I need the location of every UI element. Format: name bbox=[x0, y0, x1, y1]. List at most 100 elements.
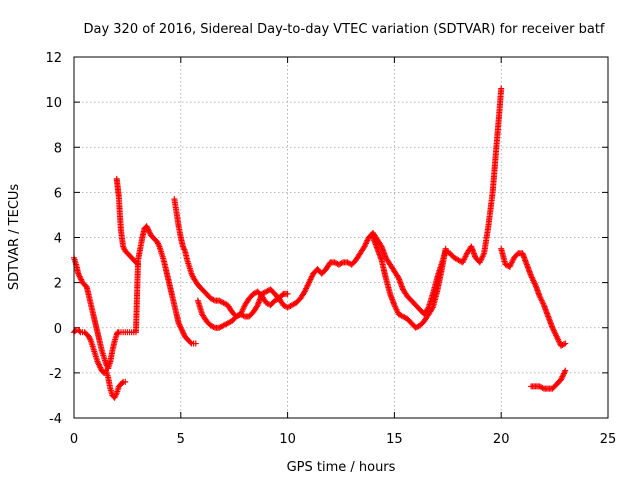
y-tick-label: -4 bbox=[49, 412, 62, 427]
data-point bbox=[179, 243, 186, 250]
y-tick-label: 0 bbox=[54, 322, 62, 337]
data-point bbox=[408, 320, 415, 327]
data-point bbox=[194, 297, 201, 304]
data-point bbox=[75, 270, 82, 277]
y-tick-label: -2 bbox=[49, 367, 62, 382]
data-point bbox=[175, 223, 182, 230]
data-point bbox=[229, 317, 236, 324]
data-point bbox=[378, 257, 385, 264]
data-point bbox=[237, 311, 244, 318]
x-tick-label: 20 bbox=[493, 432, 510, 447]
data-point bbox=[370, 234, 377, 241]
data-point bbox=[361, 243, 368, 250]
data-point bbox=[562, 340, 569, 347]
data-point bbox=[164, 275, 171, 282]
data-point bbox=[391, 302, 398, 309]
data-point bbox=[284, 290, 291, 297]
data-point bbox=[284, 304, 291, 311]
data-point bbox=[100, 354, 107, 361]
data-point bbox=[485, 223, 492, 230]
data-point bbox=[267, 286, 274, 293]
data-point bbox=[331, 259, 338, 266]
data-point bbox=[169, 293, 176, 300]
data-point bbox=[271, 290, 278, 297]
series-segment-d bbox=[171, 87, 505, 319]
data-point bbox=[120, 243, 127, 250]
data-point bbox=[160, 257, 167, 264]
data-point-interp bbox=[394, 273, 401, 280]
data-point bbox=[288, 302, 295, 309]
data-point bbox=[113, 390, 120, 397]
data-point bbox=[404, 315, 411, 322]
data-point bbox=[297, 295, 304, 302]
x-tick-label: 5 bbox=[177, 432, 185, 447]
data-point bbox=[207, 322, 214, 329]
data-point bbox=[280, 302, 287, 309]
data-point-interp bbox=[428, 305, 435, 312]
data-point bbox=[464, 250, 471, 257]
data-point bbox=[224, 320, 231, 327]
data-point bbox=[220, 322, 227, 329]
data-point bbox=[310, 270, 317, 277]
data-point bbox=[175, 320, 182, 327]
data-point bbox=[263, 288, 270, 295]
data-point bbox=[154, 239, 161, 246]
data-point bbox=[171, 302, 178, 309]
data-point bbox=[250, 308, 257, 315]
data-point bbox=[179, 329, 186, 336]
data-point bbox=[511, 254, 518, 261]
data-point bbox=[481, 250, 488, 257]
data-point bbox=[83, 284, 90, 291]
data-point bbox=[438, 268, 445, 275]
data-point bbox=[344, 259, 351, 266]
data-point bbox=[417, 306, 424, 313]
data-point bbox=[395, 275, 402, 282]
data-point bbox=[188, 270, 195, 277]
y-tick-label: 4 bbox=[54, 232, 62, 247]
data-point bbox=[203, 317, 210, 324]
data-point bbox=[258, 290, 265, 297]
data-point bbox=[425, 311, 432, 318]
data-point bbox=[528, 272, 535, 279]
data-point bbox=[158, 250, 165, 257]
data-point bbox=[90, 311, 97, 318]
data-point bbox=[387, 261, 394, 268]
data-point bbox=[391, 268, 398, 275]
data-point-interp bbox=[187, 339, 194, 346]
data-point bbox=[374, 245, 381, 252]
x-tick-label: 10 bbox=[279, 432, 296, 447]
data-point bbox=[387, 290, 394, 297]
data-point bbox=[382, 254, 389, 261]
data-point bbox=[549, 324, 556, 331]
data-point bbox=[199, 311, 206, 318]
y-tick-label: 8 bbox=[54, 141, 62, 156]
data-point bbox=[293, 299, 300, 306]
data-point bbox=[489, 189, 496, 196]
data-point bbox=[117, 227, 124, 234]
data-point bbox=[348, 261, 355, 268]
y-tick-label: 12 bbox=[45, 51, 62, 66]
data-point bbox=[429, 304, 436, 311]
data-point bbox=[177, 324, 184, 331]
data-point bbox=[177, 234, 184, 241]
data-point bbox=[224, 302, 231, 309]
data-point bbox=[412, 302, 419, 309]
data-point bbox=[502, 261, 509, 268]
data-point bbox=[113, 175, 120, 182]
data-point bbox=[352, 257, 359, 264]
data-point bbox=[88, 302, 95, 309]
data-point bbox=[199, 286, 206, 293]
data-point bbox=[246, 295, 253, 302]
data-point bbox=[184, 257, 191, 264]
data-point bbox=[246, 313, 253, 320]
data-point bbox=[107, 385, 114, 392]
data-point bbox=[506, 263, 513, 270]
data-point bbox=[220, 299, 227, 306]
data-point bbox=[254, 302, 261, 309]
data-point-interp bbox=[377, 242, 384, 249]
x-tick-label: 25 bbox=[600, 432, 617, 447]
plot-frame bbox=[73, 56, 609, 419]
data-point bbox=[523, 261, 530, 268]
data-point bbox=[111, 338, 118, 345]
data-point bbox=[137, 245, 144, 252]
